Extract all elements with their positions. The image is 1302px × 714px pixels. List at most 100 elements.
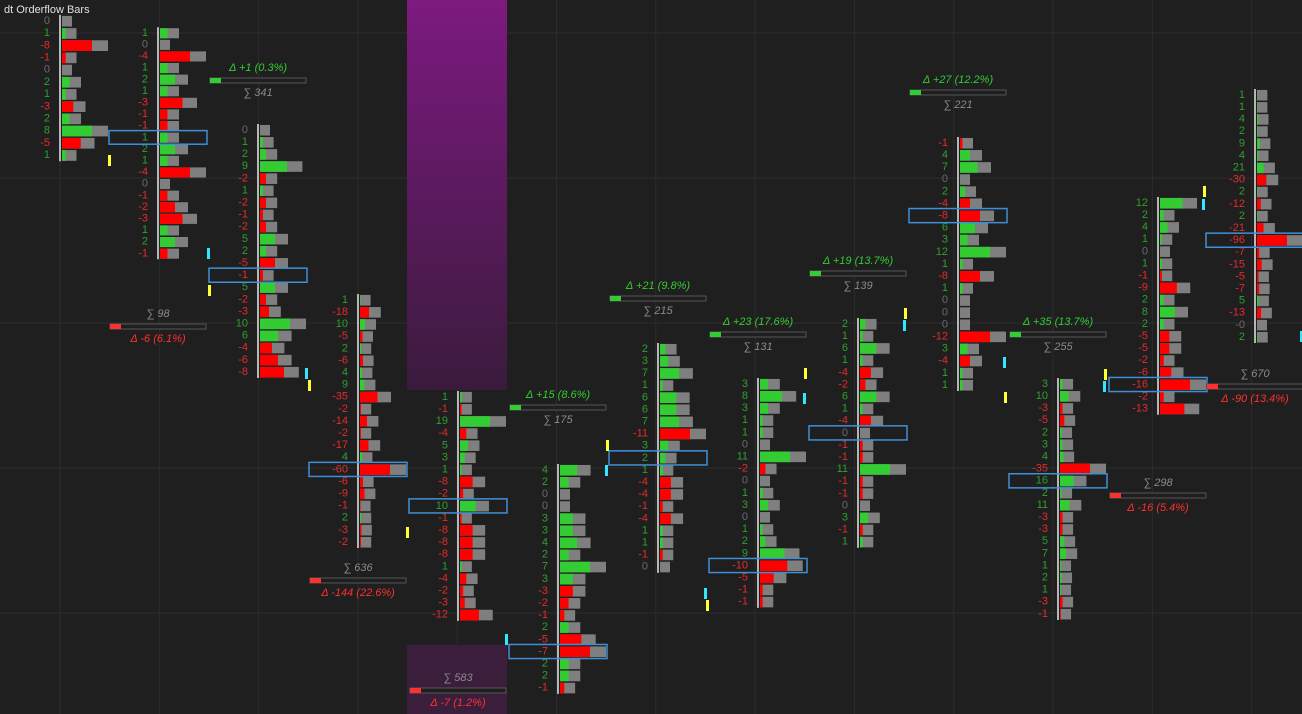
delta-bar: [1160, 391, 1164, 403]
delta-bar: [1257, 174, 1267, 186]
delta-bar: [460, 440, 468, 451]
delta-value: 0: [542, 500, 548, 512]
delta-bar: [1060, 451, 1064, 463]
delta-bar: [160, 28, 168, 39]
volume-bar: [360, 536, 372, 548]
delta-value: -12: [1229, 198, 1245, 210]
delta-bar: [560, 513, 573, 524]
delta-bar: [360, 379, 365, 391]
delta-bar: [160, 97, 183, 108]
delta-value: -1: [538, 682, 548, 694]
delta-value: -2: [538, 597, 548, 609]
delta-summary: Δ +1 (0.3%): [228, 62, 287, 74]
delta-bar: [760, 487, 763, 499]
volume-bar: [960, 319, 970, 331]
delta-value: -2: [1138, 354, 1148, 366]
delta-value: -2: [238, 172, 248, 184]
volume-bar: [1160, 222, 1179, 233]
delta-value: -1: [138, 189, 148, 201]
delta-bar: [260, 258, 275, 269]
volume-bar: [260, 185, 274, 197]
signal-marker: [308, 380, 311, 391]
delta-bar: [1257, 259, 1262, 270]
delta-bar: [560, 670, 569, 682]
delta-bar: [860, 403, 863, 415]
delta-bar: [1257, 295, 1259, 307]
volume-bar: [160, 28, 179, 39]
volume-bar: [1257, 307, 1272, 319]
delta-bar: [1060, 403, 1063, 414]
volume-bar: [360, 319, 376, 330]
volume-bar: [62, 150, 77, 161]
delta-bar: [260, 342, 272, 354]
volume-bar: [660, 464, 674, 476]
delta-value: -2: [738, 463, 748, 475]
delta-bar: [160, 248, 168, 259]
signal-marker: [305, 368, 308, 379]
delta-value: 2: [342, 512, 348, 524]
delta-value: 2: [1042, 426, 1048, 438]
delta-value: 6: [642, 403, 648, 415]
volume-bar: [460, 585, 474, 597]
delta-value: -2: [338, 536, 348, 548]
delta-bar: [460, 609, 479, 621]
volume-bar: [1060, 487, 1073, 499]
delta-value: 2: [642, 343, 648, 355]
volume-bar: [1257, 210, 1268, 222]
delta-value: -4: [238, 342, 248, 354]
delta-value: -5: [1038, 414, 1048, 426]
delta-value: -9: [338, 488, 348, 500]
delta-bar: [860, 452, 863, 463]
delta-value: 0: [942, 173, 948, 185]
delta-value: 1: [1042, 559, 1048, 571]
volume-bar: [460, 597, 476, 609]
delta-bar: [1257, 186, 1258, 198]
volume-bar: [460, 404, 472, 415]
delta-bar: [1060, 499, 1070, 511]
delta-value: 5: [1239, 295, 1245, 307]
volume-bar: [1060, 596, 1074, 608]
delta-value: -10: [732, 559, 748, 571]
delta-bar: [1160, 367, 1172, 378]
volume-bar: [760, 439, 770, 451]
delta-value: 2: [542, 658, 548, 670]
volume-bar: [960, 283, 973, 294]
delta-value: 19: [436, 415, 448, 427]
volume-bar: [160, 121, 179, 132]
delta-value: -14: [332, 415, 348, 427]
volume-bar: [960, 355, 982, 367]
volume-bar: [560, 598, 581, 609]
volume-bar: [660, 501, 674, 512]
delta-value: 0: [742, 475, 748, 487]
delta-value: 6: [242, 330, 248, 342]
delta-value: 1: [642, 537, 648, 549]
delta-bar: [62, 89, 66, 100]
delta-value: -4: [138, 166, 148, 178]
signal-marker: [804, 368, 807, 379]
delta-value: 1: [1142, 233, 1148, 245]
ratio-track: [809, 270, 907, 277]
delta-bar: [62, 101, 74, 112]
volume-bar: [760, 512, 770, 523]
ratio-fill: [1010, 332, 1021, 337]
ratio-track: [109, 323, 207, 330]
delta-value: 4: [942, 149, 948, 161]
delta-bar: [960, 258, 963, 270]
delta-bar: [560, 477, 569, 488]
poc-box: [908, 207, 1008, 224]
volume-bar: [1257, 331, 1268, 343]
delta-bar: [62, 28, 66, 39]
volume-bar: [160, 179, 170, 190]
volume-bar: [560, 658, 581, 670]
volume-bar: [1060, 391, 1081, 402]
volume-bar: [260, 245, 278, 257]
delta-value: 5: [1042, 535, 1048, 547]
delta-bar: [160, 109, 168, 120]
delta-summary: Δ +19 (13.7%): [822, 255, 894, 267]
volume-bar: [860, 452, 874, 463]
volume-bar: [960, 307, 970, 318]
delta-bar: [1060, 584, 1061, 596]
volume-bar: [1160, 270, 1173, 282]
ratio-fill: [110, 324, 121, 329]
